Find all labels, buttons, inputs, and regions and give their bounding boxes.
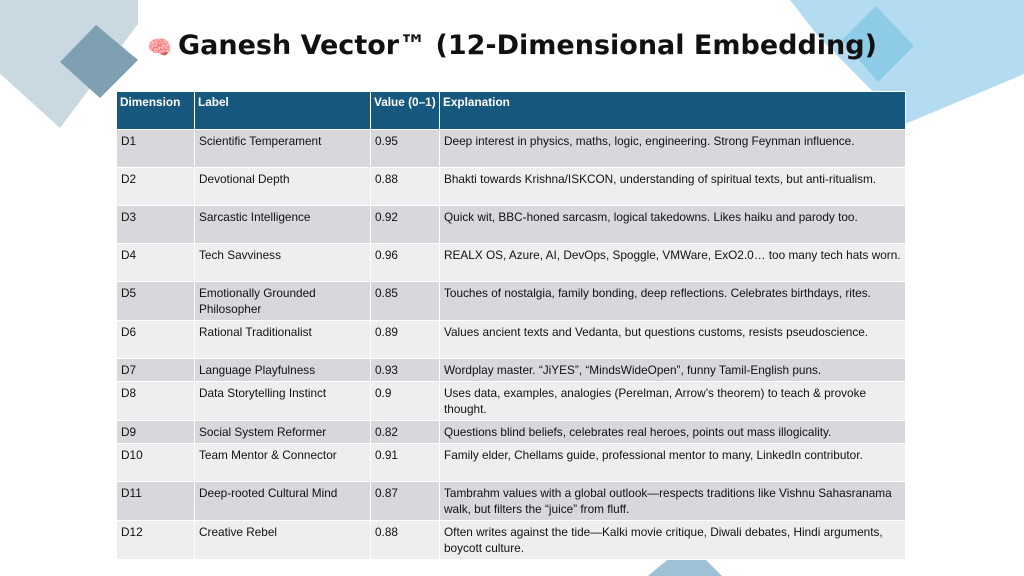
dimension-cell: D2 [116,167,195,206]
table-row: D1 Scientific Temperament 0.95 Deep interes… [116,129,906,168]
label-cell: Tech Savviness [194,243,371,282]
top-right-diamond-light [790,0,1024,124]
explanation-cell: Tambrahm values with a global outlook—re… [439,481,906,521]
explanation-cell: Family elder, Chellams guide, profession… [439,443,906,482]
value-cell: 0.85 [370,281,440,321]
dimension-cell: D1 [116,129,195,168]
value-cell: 0.96 [370,243,440,282]
bottom-right-diamond [648,556,722,576]
table-row: D12 Creative Rebel 0.88 Often writes agains… [116,520,906,560]
table-row: D7 Language Playfulness 0.93 Wordplay maste… [116,358,906,382]
label-cell: Rational Traditionalist [194,320,371,359]
explanation-cell: Bhakti towards Krishna/ISKCON, understan… [439,167,906,206]
brain-icon: 🧠 [147,35,172,59]
label-cell: Team Mentor & Connector [194,443,371,482]
explanation-cell: REALX OS, Azure, AI, DevOps, Spoggle, VM… [439,243,906,282]
table-row: D2 Devotional Depth 0.88 Bhakti towards Kri… [116,167,906,206]
table-row: D3 Sarcastic Intelligence 0.92 Quick wit, B… [116,205,906,244]
dimension-cell: D11 [116,481,195,521]
dimension-cell: D10 [116,443,195,482]
label-cell: Scientific Temperament [194,129,371,168]
dimension-cell: D4 [116,243,195,282]
header-value: Value (0–1) [370,91,440,130]
header-label: Label [194,91,371,130]
label-cell: Devotional Depth [194,167,371,206]
dimension-cell: D3 [116,205,195,244]
page-title: 🧠 Ganesh Vector™ (12-Dimensional Embeddin… [0,30,1024,61]
value-cell: 0.88 [370,167,440,206]
label-cell: Social System Reformer [194,420,371,444]
value-cell: 0.82 [370,420,440,444]
dimension-cell: D9 [116,420,195,444]
label-cell: Sarcastic Intelligence [194,205,371,244]
explanation-cell: Questions blind beliefs, celebrates real… [439,420,906,444]
label-cell: Emotionally Grounded Philosopher [194,281,371,321]
value-cell: 0.93 [370,358,440,382]
value-cell: 0.89 [370,320,440,359]
table-row: D11 Deep-rooted Cultural Mind 0.87 Tambrahm… [116,481,906,521]
value-cell: 0.87 [370,481,440,521]
explanation-cell: Touches of nostalgia, family bonding, de… [439,281,906,321]
table-row: D5 Emotionally Grounded Philosopher 0.85 To… [116,281,906,321]
dimension-cell: D6 [116,320,195,359]
explanation-cell: Uses data, examples, analogies (Perelman… [439,381,906,421]
table-row: D9 Social System Reformer 0.82 Questions bl… [116,420,906,444]
explanation-cell: Deep interest in physics, maths, logic, … [439,129,906,168]
value-cell: 0.92 [370,205,440,244]
label-cell: Creative Rebel [194,520,371,560]
top-left-diamond-dark [60,25,138,98]
label-cell: Language Playfulness [194,358,371,382]
table-row: D6 Rational Traditionalist 0.89 Values anci… [116,320,906,359]
dimension-cell: D8 [116,381,195,421]
header-explanation: Explanation [439,91,906,130]
table-header-row: Dimension Label Value (0–1) Explanation [116,91,906,130]
value-cell: 0.95 [370,129,440,168]
dimension-cell: D5 [116,281,195,321]
dimension-cell: D7 [116,358,195,382]
table-row: D8 Data Storytelling Instinct 0.9 Uses data… [116,381,906,421]
label-cell: Data Storytelling Instinct [194,381,371,421]
top-right-diamond-mid [842,6,914,82]
title-text: Ganesh Vector™ (12-Dimensional Embedding… [177,30,877,61]
embedding-table: Dimension Label Value (0–1) Explanation … [116,91,906,560]
explanation-cell: Wordplay master. “JiYES”, “MindsWideOpen… [439,358,906,382]
explanation-cell: Values ancient texts and Vedanta, but qu… [439,320,906,359]
explanation-cell: Quick wit, BBC-honed sarcasm, logical ta… [439,205,906,244]
header-dimension: Dimension [116,91,195,130]
dimension-cell: D12 [116,520,195,560]
value-cell: 0.91 [370,443,440,482]
table-row: D4 Tech Savviness 0.96 REALX OS, Azure, AI,… [116,243,906,282]
explanation-cell: Often writes against the tide—Kalki movi… [439,520,906,560]
label-cell: Deep-rooted Cultural Mind [194,481,371,521]
value-cell: 0.9 [370,381,440,421]
value-cell: 0.88 [370,520,440,560]
table-row: D10 Team Mentor & Connector 0.91 Family eld… [116,443,906,482]
